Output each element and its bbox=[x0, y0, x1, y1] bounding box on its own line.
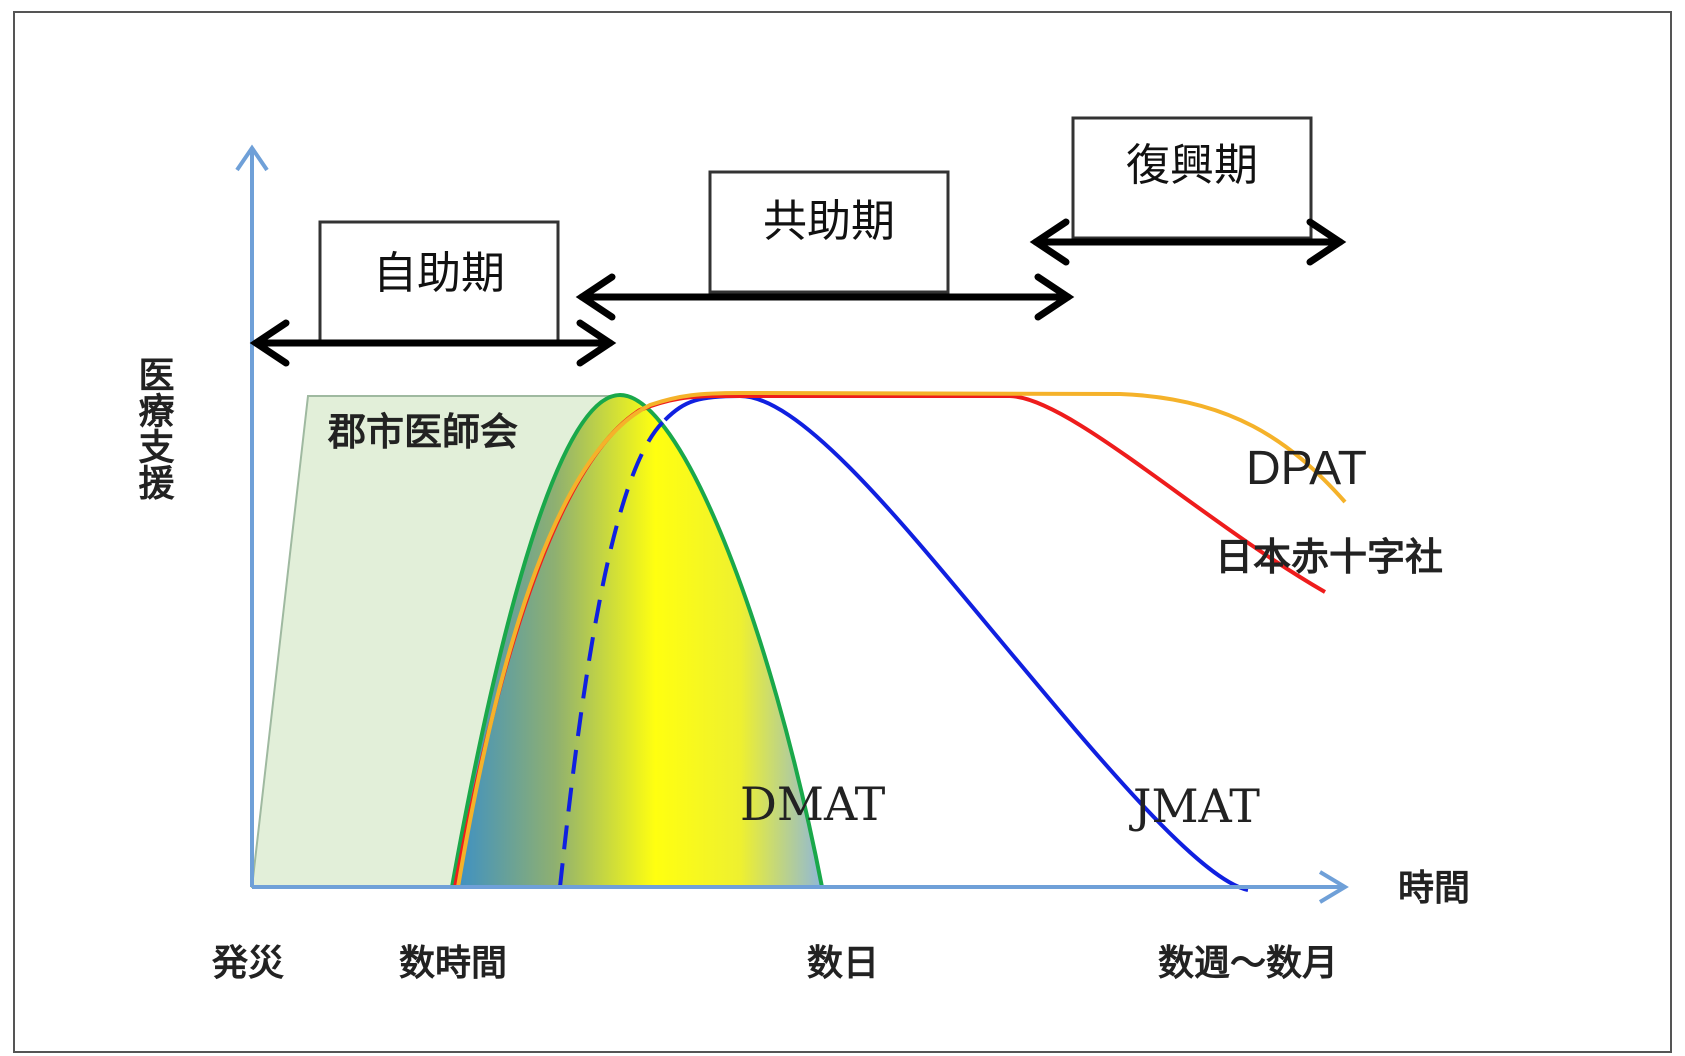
self-help-arrow bbox=[249, 319, 617, 367]
recovery-arrow bbox=[1029, 218, 1347, 266]
time-label-weeks-months: 数週～数月 bbox=[1158, 943, 1338, 984]
jmat-dashed-rise bbox=[558, 418, 667, 888]
mutual-help-label: 共助期 bbox=[763, 196, 895, 247]
mutual-help-arrow bbox=[575, 273, 1075, 321]
recovery-label: 復興期 bbox=[1126, 140, 1258, 191]
dmat-area bbox=[449, 392, 825, 889]
time-label-disaster: 発災 bbox=[212, 943, 284, 984]
outer-frame bbox=[13, 11, 1672, 1053]
x-axis-arrowhead bbox=[1318, 870, 1349, 904]
mutual-help-box bbox=[708, 170, 950, 294]
y-axis-arrowhead bbox=[235, 144, 269, 172]
dpat-line bbox=[456, 390, 1347, 888]
red-cross-label: 日本赤十字社 bbox=[1215, 535, 1443, 579]
self-help-box bbox=[318, 220, 560, 344]
y-axis-label: 医療支援 bbox=[133, 356, 175, 500]
self-help-label: 自助期 bbox=[373, 248, 505, 299]
x-axis-label: 時間 bbox=[1398, 868, 1470, 909]
time-label-days: 数日 bbox=[807, 943, 879, 984]
dmat-label: DMAT bbox=[740, 777, 886, 831]
dpat-label: DPAT bbox=[1246, 442, 1367, 495]
recovery-box bbox=[1071, 116, 1313, 240]
jmat-label: JMAT bbox=[1129, 779, 1260, 833]
time-label-hours: 数時間 bbox=[399, 943, 507, 984]
city-medical-label: 郡市医師会 bbox=[327, 410, 518, 454]
